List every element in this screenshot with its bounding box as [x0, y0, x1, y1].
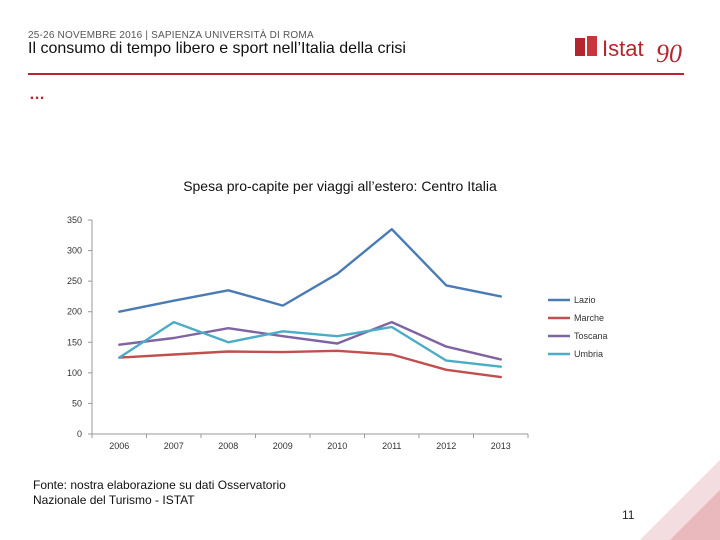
y-tick-label: 150	[67, 337, 82, 347]
chart-title: Spesa pro-capite per viaggi all’estero: …	[183, 178, 497, 194]
y-tick-label: 50	[72, 398, 82, 408]
series-line-umbria	[118, 320, 502, 368]
source-line-1: Fonte: nostra elaborazione su dati Osser…	[33, 478, 286, 492]
x-tick-label: 2009	[273, 441, 293, 451]
x-tick-label: 2007	[164, 441, 184, 451]
istat-logo: Istat 90	[575, 36, 682, 68]
x-tick-label: 2006	[109, 441, 129, 451]
page-number: 11	[622, 508, 635, 522]
y-tick-label: 250	[67, 276, 82, 286]
x-tick-label: 2012	[436, 441, 456, 451]
logo-block-2	[587, 36, 597, 56]
y-tick-label: 350	[67, 215, 82, 225]
y-tick-label: 100	[67, 368, 82, 378]
legend-label-lazio: Lazio	[574, 295, 596, 305]
x-tick-label: 2010	[327, 441, 347, 451]
legend-label-umbria: Umbria	[574, 349, 603, 359]
logo-wordmark: Istat	[602, 36, 644, 61]
x-tick-label: 2008	[218, 441, 238, 451]
logo-anniversary-number: 90	[656, 39, 682, 68]
series-line-lazio	[118, 227, 502, 313]
y-tick-label: 0	[77, 429, 82, 439]
source-line-2: Nazionale del Turismo - ISTAT	[33, 493, 195, 507]
header-divider	[28, 73, 684, 75]
ellipsis-marker: …	[29, 86, 46, 103]
x-tick-label: 2013	[491, 441, 511, 451]
series-line-toscana	[118, 320, 502, 361]
header-date: 25-26 NOVEMBRE 2016 | SAPIENZA UNIVERSIT…	[28, 30, 314, 41]
legend-label-marche: Marche	[574, 313, 604, 323]
logo-block-1	[575, 38, 585, 56]
series-line-marche	[118, 349, 502, 379]
source-note: Fonte: nostra elaborazione su dati Osser…	[33, 478, 286, 508]
y-tick-label: 300	[67, 246, 82, 256]
y-tick-label: 200	[67, 307, 82, 317]
x-tick-label: 2011	[382, 441, 401, 451]
slide-title: Il consumo di tempo libero e sport nell’…	[28, 40, 406, 57]
legend-label-toscana: Toscana	[574, 331, 608, 341]
